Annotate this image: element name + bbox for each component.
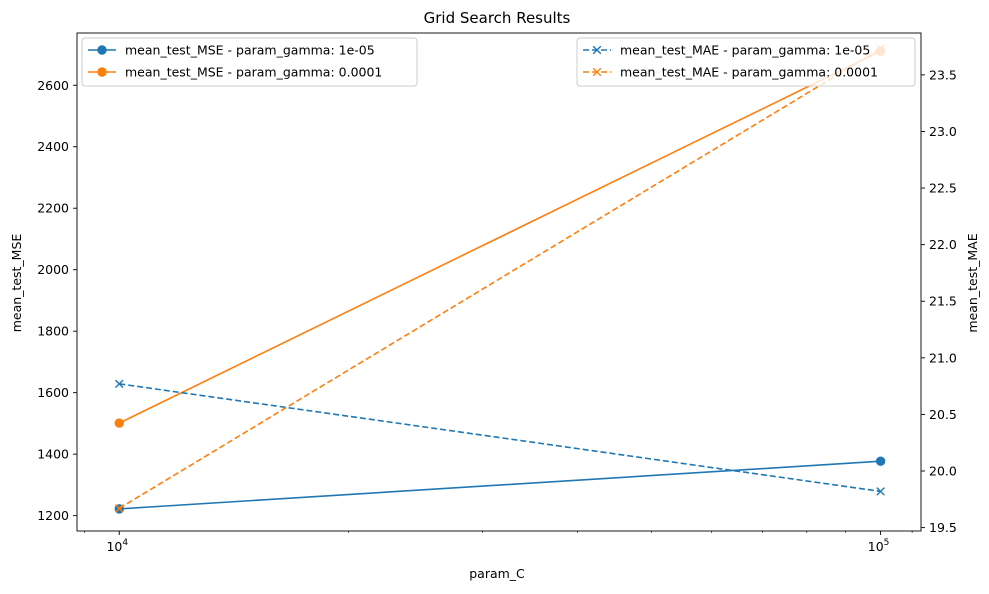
plot-area	[77, 33, 921, 531]
legend-label: mean_test_MSE - param_gamma: 1e-05	[125, 43, 375, 58]
legend-frame	[81, 37, 418, 87]
legend-frame	[576, 37, 916, 87]
series-3-point-0	[114, 504, 124, 513]
series-line-0	[119, 460, 881, 510]
right-y-tick-label: 22.0	[929, 237, 957, 252]
left-y-tick-label: 1400	[37, 447, 69, 462]
right-y-axis-title: mean_test_MAE	[965, 233, 980, 332]
right-y-tick-label: 20.5	[929, 407, 957, 422]
marker-stroke	[876, 487, 885, 496]
axes-layer: Grid Search Results param_C mean_test_MS…	[9, 9, 980, 581]
marker-stroke	[592, 45, 602, 55]
left-y-tick-label: 1600	[37, 385, 69, 400]
right-y-tick-label: 21.5	[929, 294, 957, 309]
right-y-tick-label: 19.5	[929, 520, 957, 535]
legend-label: mean_test_MSE - param_gamma: 0.0001	[125, 65, 382, 80]
series-0-point-1	[875, 456, 886, 466]
marker-stroke	[114, 379, 124, 389]
legend-marker	[592, 45, 602, 55]
left-y-tick-label: 1200	[37, 508, 69, 523]
series-line-2	[119, 383, 881, 493]
left-y-tick-label: 2200	[37, 201, 69, 216]
legend-layer: mean_test_MSE - param_gamma: 1e-05 mean_t…	[81, 37, 916, 87]
marker-stroke	[114, 504, 124, 513]
legend-marker	[592, 67, 602, 77]
plot-frame	[76, 32, 922, 532]
legend-marker	[97, 67, 107, 77]
series-line-3	[118, 48, 882, 510]
left-y-tick-label: 2600	[37, 78, 69, 93]
right-y-tick-label: 23.0	[929, 124, 957, 139]
right-y-tick-label: 20.0	[929, 464, 957, 479]
x-axis-title: param_C	[469, 566, 525, 581]
marker-stroke	[592, 67, 602, 77]
right-y-tick-label: 22.5	[929, 181, 957, 196]
series-line-1	[118, 50, 881, 424]
chart-title: Grid Search Results	[424, 9, 571, 27]
series-1-point-0	[114, 418, 124, 428]
legend-upper-right: mean_test_MAE - param_gamma: 1e-05 mean_t…	[576, 37, 916, 87]
series-2-point-1	[876, 487, 885, 496]
plot-background	[77, 33, 921, 531]
legend-marker	[97, 45, 107, 55]
legend-label: mean_test_MAE - param_gamma: 0.0001	[620, 65, 878, 80]
x-tick-label: 104	[106, 538, 128, 554]
left-y-axis-title: mean_test_MSE	[9, 234, 24, 333]
x-tick-label: 105	[868, 538, 890, 554]
legend-upper-left: mean_test_MSE - param_gamma: 1e-05 mean_t…	[81, 37, 418, 87]
legend-label: mean_test_MAE - param_gamma: 1e-05	[620, 43, 870, 58]
right-y-tick-label: 23.5	[929, 67, 957, 82]
left-y-tick-label: 2400	[37, 139, 69, 154]
right-y-tick-label: 21.0	[929, 350, 957, 365]
series-2-point-0	[114, 379, 124, 389]
left-y-tick-label: 2000	[37, 262, 69, 277]
left-y-tick-label: 1800	[37, 324, 69, 339]
